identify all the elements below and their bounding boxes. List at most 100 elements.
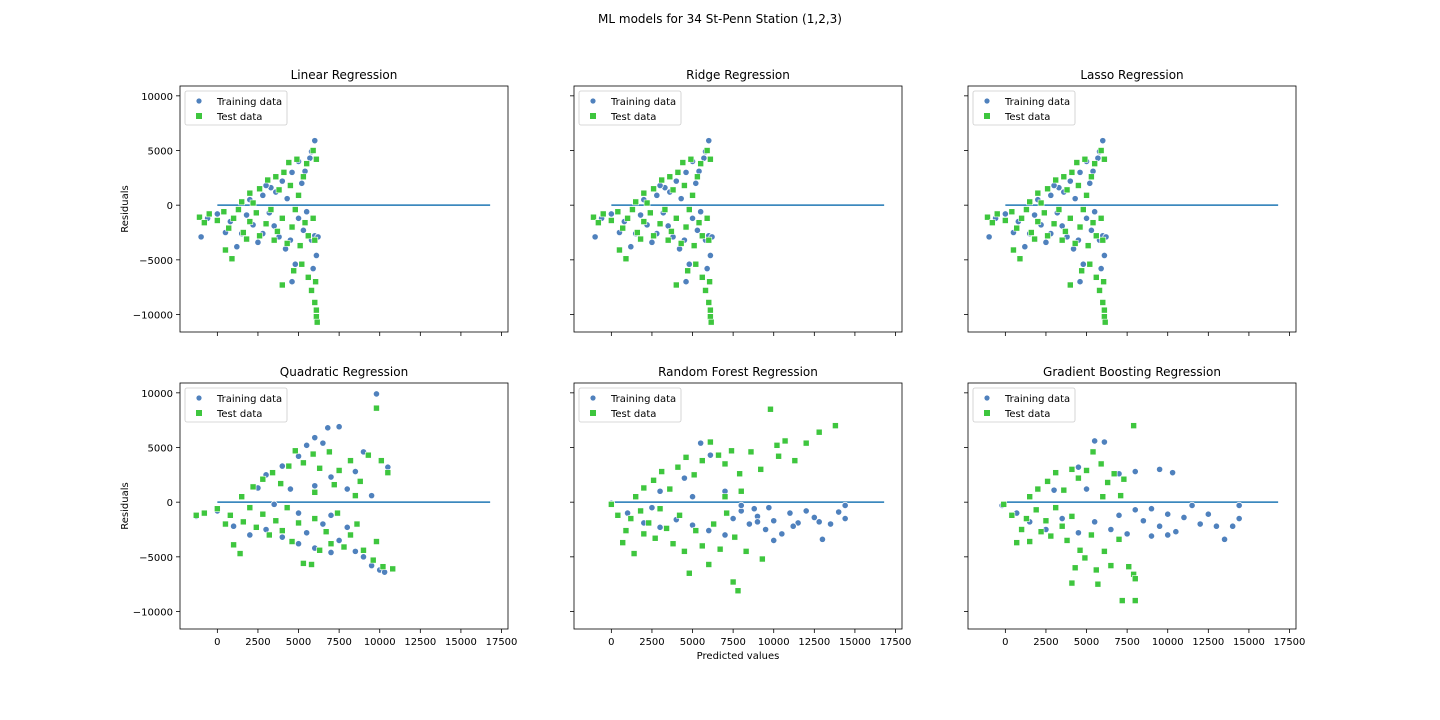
test-point <box>1034 218 1042 225</box>
training-point <box>1164 510 1172 518</box>
training-point <box>682 278 690 286</box>
test-point <box>736 470 743 478</box>
test-point <box>1026 493 1034 501</box>
test-point <box>353 520 361 528</box>
test-point <box>288 223 296 231</box>
test-point <box>1118 597 1126 604</box>
test-point <box>742 548 750 555</box>
test-point <box>1068 579 1076 587</box>
test-point <box>715 451 722 459</box>
test-point <box>685 569 693 577</box>
test-point <box>1092 232 1100 240</box>
test-point <box>1068 466 1076 473</box>
training-point <box>288 168 296 176</box>
test-point <box>313 313 320 320</box>
training-point <box>656 523 664 531</box>
x-tick-label: 7500 <box>720 637 745 648</box>
test-point <box>256 185 263 193</box>
test-point <box>705 299 713 306</box>
test-point <box>295 192 302 199</box>
test-point <box>278 527 286 534</box>
legend-label: Training data <box>1004 394 1070 405</box>
training-point <box>794 519 802 527</box>
test-point <box>737 487 745 495</box>
test-point <box>757 466 765 473</box>
test-point <box>1076 546 1084 554</box>
test-point <box>668 228 675 235</box>
test-point <box>326 448 333 456</box>
test-point <box>311 489 319 496</box>
training-point <box>1082 214 1091 222</box>
test-point <box>1008 511 1016 519</box>
test-point <box>791 457 799 464</box>
test-point <box>347 531 354 539</box>
test-point <box>632 493 640 501</box>
test-point <box>1028 229 1035 236</box>
test-point <box>698 274 706 281</box>
figure-title: ML models for 34 St-Penn Station (1,2,3) <box>598 12 842 26</box>
test-point <box>781 437 789 445</box>
x-tick-label: 12500 <box>404 637 436 648</box>
legend-test-marker <box>196 113 202 119</box>
test-point <box>304 232 312 240</box>
test-point <box>238 493 246 501</box>
training-point <box>327 473 335 481</box>
training-point <box>682 168 690 176</box>
test-point <box>695 219 703 226</box>
x-tick-label: 10000 <box>758 637 790 648</box>
x-tick-label: 5000 <box>1074 637 1099 648</box>
training-point <box>288 278 296 286</box>
test-point <box>1002 217 1009 224</box>
training-point <box>303 208 311 216</box>
test-point <box>645 519 652 527</box>
test-point <box>283 504 291 511</box>
training-point <box>688 214 697 222</box>
y-tick-label: 5000 <box>148 444 173 455</box>
training-point <box>1066 177 1074 185</box>
y-tick-label: −10000 <box>133 311 173 322</box>
test-point <box>697 160 704 167</box>
legend-training-marker <box>195 394 203 402</box>
test-point <box>1044 232 1051 240</box>
test-point <box>1026 198 1034 206</box>
training-point <box>283 195 291 203</box>
training-point <box>197 233 205 241</box>
test-point <box>246 218 254 225</box>
legend-training-marker <box>195 97 203 105</box>
legend-label: Test data <box>610 409 656 420</box>
training-point <box>705 526 713 535</box>
training-point <box>770 536 778 545</box>
training-point <box>770 517 778 525</box>
training-point <box>680 474 689 482</box>
test-point <box>627 515 635 522</box>
training-point <box>1021 243 1029 251</box>
test-point <box>1050 220 1058 228</box>
test-point <box>1131 575 1139 583</box>
test-point <box>707 318 715 326</box>
test-point <box>285 462 293 470</box>
training-point <box>1100 438 1108 446</box>
training-point <box>233 243 241 251</box>
test-point <box>669 186 677 194</box>
test-point <box>313 306 320 314</box>
subplot-title: Ridge Regression <box>686 68 790 82</box>
training-point <box>1131 506 1139 514</box>
test-point <box>664 236 672 244</box>
y-tick-label: 0 <box>167 498 173 509</box>
training-point <box>1172 528 1180 536</box>
training-point <box>810 513 818 522</box>
training-point <box>1196 520 1204 528</box>
x-tick-label: 17500 <box>486 637 518 648</box>
test-point <box>253 524 260 531</box>
test-point <box>253 209 260 217</box>
training-point <box>1107 525 1115 534</box>
test-point <box>201 509 208 517</box>
test-point <box>767 405 774 413</box>
training-point <box>1050 486 1058 494</box>
training-point <box>303 529 311 537</box>
test-point <box>666 485 674 493</box>
test-point <box>1034 189 1042 197</box>
training-point <box>312 251 320 260</box>
test-point <box>1083 192 1090 199</box>
training-point <box>270 500 278 508</box>
